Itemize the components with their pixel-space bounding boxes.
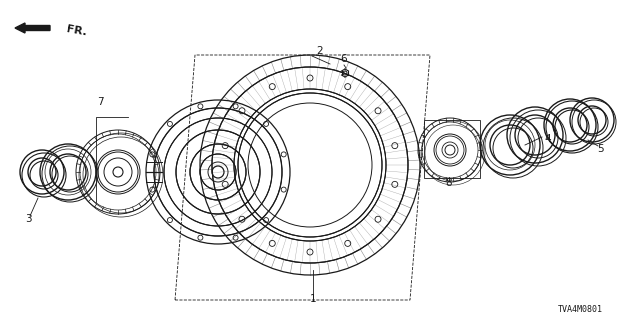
Text: 8: 8 — [445, 178, 452, 188]
Text: 4: 4 — [545, 134, 551, 144]
Text: 1: 1 — [310, 294, 316, 304]
Text: TVA4M0801: TVA4M0801 — [557, 305, 602, 314]
Text: 2: 2 — [317, 46, 323, 56]
Text: FR.: FR. — [66, 25, 88, 38]
Text: 7: 7 — [97, 97, 103, 107]
FancyArrow shape — [15, 23, 50, 33]
Text: 6: 6 — [340, 54, 348, 64]
Text: 5: 5 — [596, 144, 604, 154]
Text: 3: 3 — [25, 214, 31, 224]
